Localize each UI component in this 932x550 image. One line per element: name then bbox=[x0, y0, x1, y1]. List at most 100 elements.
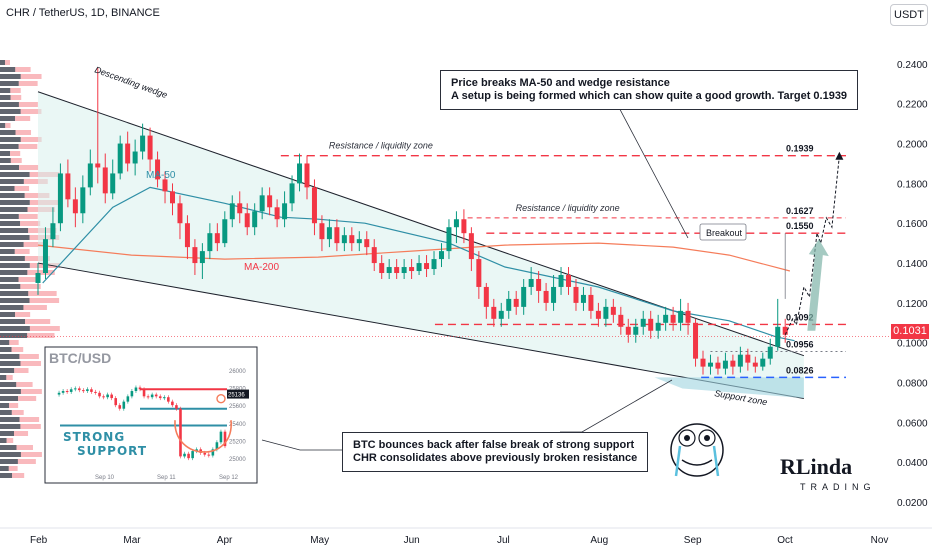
inset-candle-27 bbox=[162, 397, 166, 399]
volume-profile-bar-dark bbox=[0, 389, 21, 394]
candle-body-23 bbox=[207, 233, 213, 252]
volume-profile-bar-light bbox=[23, 305, 47, 310]
x-tick-label-5: Jul bbox=[497, 535, 510, 546]
inset-candle-41 bbox=[219, 431, 223, 443]
inset-annotation-line-1: STRONG bbox=[63, 430, 125, 444]
inset-candle-8 bbox=[86, 389, 89, 392]
inset-candle-20 bbox=[134, 387, 138, 392]
inset-x-tick-2: Sep 12 bbox=[219, 475, 239, 481]
candle-body-5 bbox=[72, 199, 78, 214]
candle-body-86 bbox=[678, 310, 684, 323]
candle-body-41 bbox=[341, 235, 347, 244]
x-tick-label-6: Aug bbox=[590, 535, 608, 546]
inset-candle-30 bbox=[175, 405, 178, 409]
inset-candle-4 bbox=[69, 389, 73, 392]
y-tick-label-7: 0.1000 bbox=[897, 339, 928, 350]
volume-profile-bar-light bbox=[11, 347, 24, 352]
level-label-2: 0.1550 bbox=[786, 221, 814, 231]
y-tick-label-4: 0.1600 bbox=[897, 219, 928, 230]
candle-body-11 bbox=[117, 143, 123, 174]
inset-candle-26 bbox=[158, 396, 162, 399]
candle-body-53 bbox=[431, 259, 437, 270]
volume-profile-bar-dark bbox=[0, 207, 28, 212]
volume-profile-bar-dark bbox=[0, 179, 24, 184]
volume-profile-bar-dark bbox=[0, 95, 11, 100]
candle-body-74 bbox=[588, 294, 594, 311]
callout-top-line-1: Price breaks MA-50 and wedge resistance bbox=[451, 77, 670, 89]
inset-candle-23 bbox=[146, 396, 150, 398]
callout-bottom-line-2: CHR consolidates above previously broken… bbox=[353, 452, 638, 464]
forecast-arrow-head bbox=[835, 151, 844, 160]
candle-body-28 bbox=[244, 213, 250, 228]
volume-profile-bar-dark bbox=[0, 242, 24, 247]
current-price-tag: 0.1031 bbox=[891, 324, 929, 339]
volume-profile-bar-light bbox=[12, 473, 25, 478]
volume-profile-bar-light bbox=[24, 193, 50, 198]
candle-body-100 bbox=[782, 326, 788, 335]
volume-profile-bar-dark bbox=[0, 347, 12, 352]
candle-body-58 bbox=[468, 233, 474, 260]
inset-candle-32 bbox=[183, 453, 186, 457]
candle-body-0 bbox=[35, 273, 41, 283]
x-tick-label-3: May bbox=[310, 535, 329, 546]
volume-profile-bar-dark bbox=[0, 410, 12, 415]
inset-candle-6 bbox=[77, 388, 81, 391]
volume-profile-bar-dark bbox=[0, 466, 9, 471]
volume-profile-bar-dark bbox=[0, 263, 30, 268]
volume-profile-bar-dark bbox=[0, 193, 25, 198]
candle-body-65 bbox=[521, 286, 527, 307]
ma-200-line bbox=[37, 242, 791, 272]
volume-profile-bar-dark bbox=[0, 417, 20, 422]
volume-profile-bar-dark bbox=[0, 312, 16, 317]
volume-profile-bar-dark bbox=[0, 305, 24, 310]
inset-candle-17 bbox=[122, 401, 126, 409]
inset-candle-39 bbox=[211, 449, 215, 456]
volume-profile-bar-light bbox=[10, 151, 21, 156]
inset-candle-16 bbox=[118, 405, 122, 409]
candle-body-75 bbox=[595, 310, 601, 319]
currency-button[interactable]: USDT bbox=[890, 4, 928, 26]
candle-body-43 bbox=[356, 239, 362, 244]
candle-body-72 bbox=[573, 286, 579, 303]
x-tick-label-2: Apr bbox=[217, 535, 233, 546]
volume-profile-bar-dark bbox=[0, 459, 18, 464]
inset-last-price: 25136 bbox=[228, 393, 245, 399]
inset-last-price-bg bbox=[227, 389, 249, 399]
volume-profile-bar-light bbox=[6, 438, 14, 443]
candle-body-42 bbox=[349, 235, 355, 244]
inset-x-tick-0: Sep 10 bbox=[95, 475, 115, 481]
wedge-label: Descending wedge bbox=[93, 64, 168, 100]
volume-profile-bar-light bbox=[20, 284, 41, 289]
volume-profile-bar-light bbox=[18, 396, 37, 401]
volume-profile-bar-light bbox=[20, 137, 42, 142]
volume-profile-bar-light bbox=[6, 375, 13, 380]
volume-profile-bar-light bbox=[10, 95, 22, 100]
volume-profile-bar-light bbox=[5, 60, 10, 65]
callout-top-line-2: A setup is being formed which can show q… bbox=[451, 90, 848, 102]
volume-profile-bar-light bbox=[9, 403, 19, 408]
inset-candle-37 bbox=[203, 452, 207, 455]
volume-profile-bar-light bbox=[9, 340, 19, 345]
volume-profile-bar-light bbox=[16, 382, 33, 387]
volume-profile-bar-light bbox=[15, 116, 31, 121]
candle-body-30 bbox=[259, 195, 265, 212]
candle-body-56 bbox=[453, 219, 459, 228]
candle-body-46 bbox=[379, 263, 385, 274]
inset-y-tick-2: 25600 bbox=[229, 404, 246, 410]
inset-title: BTC/USD bbox=[49, 350, 111, 366]
volume-profile-bar-dark bbox=[0, 221, 21, 226]
inset-candle-24 bbox=[150, 394, 154, 398]
volume-profile-bar-light bbox=[16, 445, 33, 450]
candle-body-36 bbox=[304, 163, 310, 188]
volume-profile-bar-light bbox=[15, 67, 31, 72]
candle-body-68 bbox=[543, 290, 549, 303]
volume-profile-bar-light bbox=[24, 256, 50, 261]
inset-candle-10 bbox=[94, 391, 97, 393]
callout-bottom-pointer-left bbox=[261, 439, 342, 451]
breakout-box bbox=[699, 223, 747, 241]
candle-body-16 bbox=[155, 159, 161, 180]
y-tick-label-11: 0.0200 bbox=[897, 498, 928, 509]
level-label-3: 0.1092 bbox=[786, 312, 814, 322]
x-tick-label-8: Oct bbox=[777, 535, 793, 546]
